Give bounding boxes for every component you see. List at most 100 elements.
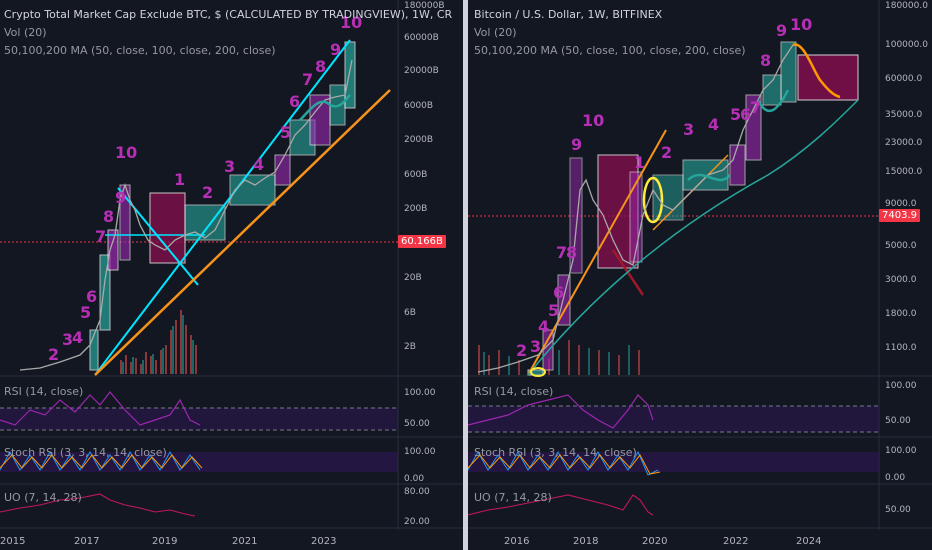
tick-label: 6B bbox=[404, 308, 416, 318]
ma-label: 50,100,200 MA (50, close, 100, close, 20… bbox=[474, 44, 746, 57]
chart-title: Crypto Total Market Cap Exclude BTC, $ (… bbox=[4, 8, 453, 21]
tick-label: 2016 bbox=[504, 536, 529, 547]
left-chart-pane[interactable]: 2 3 4 5 6 7 8 9 10 1 2 3 4 5 6 7 8 9 10 … bbox=[0, 0, 463, 550]
tick-label: 15000.0 bbox=[885, 167, 922, 177]
wave-label: 5 bbox=[730, 105, 741, 124]
wave-label: 10 bbox=[340, 13, 362, 32]
wave-label: 2 bbox=[661, 143, 672, 162]
wave-label: 7 bbox=[750, 98, 761, 117]
tick-label: 60000.0 bbox=[885, 74, 922, 84]
tick-label: 2024 bbox=[796, 536, 821, 547]
tick-label: 2015 bbox=[0, 536, 25, 547]
wave-label: 3 bbox=[62, 330, 73, 349]
wave-label: 9 bbox=[571, 135, 582, 154]
left-volume-bars bbox=[120, 310, 197, 374]
tick-label: 50.00 bbox=[404, 419, 430, 429]
tick-label: 180000.0 bbox=[885, 1, 928, 11]
tick-label: 100.00 bbox=[885, 446, 917, 456]
tick-label: 2017 bbox=[74, 536, 99, 547]
tick-label: 100.00 bbox=[404, 447, 436, 457]
left-price-line bbox=[19, 59, 353, 371]
uo-label: UO (7, 14, 28) bbox=[4, 491, 82, 504]
right-chart-pane[interactable]: 2 3 4 5 6 7 8 9 10 1 2 3 4 5 6 7 8 9 10 … bbox=[468, 0, 932, 550]
tick-label: 2023 bbox=[311, 536, 336, 547]
tick-label: 35000.0 bbox=[885, 110, 922, 120]
tick-label: 2020 bbox=[642, 536, 667, 547]
wave-label: 8 bbox=[103, 207, 114, 226]
tick-label: 50.00 bbox=[885, 416, 911, 426]
rsi-label: RSI (14, close) bbox=[4, 385, 84, 398]
uo-label: UO (7, 14, 28) bbox=[474, 491, 552, 504]
left-chart-svg: 2 3 4 5 6 7 8 9 10 1 2 3 4 5 6 7 8 9 10 … bbox=[0, 0, 463, 547]
tick-label: 600B bbox=[404, 170, 427, 180]
wave-label: 1 bbox=[634, 153, 645, 172]
tick-label: 1100.0 bbox=[885, 343, 917, 353]
wave-label: 1 bbox=[174, 170, 185, 189]
current-price-tag: 60.166B bbox=[398, 235, 446, 248]
tick-label: 2000B bbox=[404, 135, 433, 145]
tick-label: 2022 bbox=[723, 536, 748, 547]
wave-label: 6 bbox=[740, 105, 751, 124]
tick-label: 100000.0 bbox=[885, 40, 928, 50]
rsi-label: RSI (14, close) bbox=[474, 385, 554, 398]
current-price-tag: 7403.9 bbox=[879, 209, 920, 222]
tick-label: 2021 bbox=[232, 536, 257, 547]
tick-label: 2019 bbox=[152, 536, 177, 547]
tick-label: 1800.0 bbox=[885, 309, 917, 319]
tick-label: 60000B bbox=[404, 33, 439, 43]
tick-label: 200B bbox=[404, 204, 427, 214]
tick-label: 100.00 bbox=[885, 381, 917, 391]
wave-label: 10 bbox=[790, 15, 812, 34]
right-chart-svg: 2 3 4 5 6 7 8 9 10 1 2 3 4 5 6 7 8 9 10 … bbox=[468, 0, 932, 547]
wave-label: 10 bbox=[115, 143, 137, 162]
tick-label: 20.00 bbox=[404, 517, 430, 527]
wave-label: 8 bbox=[315, 57, 326, 76]
wave-label: 2 bbox=[202, 183, 213, 202]
wave-label: 5 bbox=[548, 301, 559, 320]
wave-label: 2 bbox=[516, 341, 527, 360]
tick-label: 100.00 bbox=[404, 388, 436, 398]
wave-label: 3 bbox=[224, 157, 235, 176]
wave-label: 7 bbox=[556, 243, 567, 262]
wave-label: 2 bbox=[48, 345, 59, 364]
wave-label: 6 bbox=[289, 92, 300, 111]
tick-label: 20000B bbox=[404, 66, 439, 76]
wave-label: 4 bbox=[72, 328, 83, 347]
left-y-axis: 180000B 60000B 20000B 6000B 2000B 600B 2… bbox=[404, 1, 445, 527]
tick-label: 80.00 bbox=[404, 487, 430, 497]
wave-label: 8 bbox=[566, 243, 577, 262]
wave-label: 9 bbox=[330, 40, 341, 59]
wave-label: 6 bbox=[553, 283, 564, 302]
tick-label: 9000.0 bbox=[885, 199, 917, 209]
wave-label: 4 bbox=[708, 115, 719, 134]
left-wave-boxes bbox=[89, 41, 356, 371]
tick-label: 5000.0 bbox=[885, 241, 917, 251]
ma-label: 50,100,200 MA (50, close, 100, close, 20… bbox=[4, 44, 276, 57]
wave-label: 5 bbox=[80, 303, 91, 322]
tick-label: 20B bbox=[404, 273, 422, 283]
tick-label: 3000.0 bbox=[885, 275, 917, 285]
tick-label: 180000B bbox=[404, 1, 445, 11]
wave-label: 9 bbox=[776, 21, 787, 40]
wave-label: 4 bbox=[538, 317, 549, 336]
chart-title: Bitcoin / U.S. Dollar, 1W, BITFINEX bbox=[474, 8, 663, 21]
wave-label: 7 bbox=[95, 227, 106, 246]
tick-label: 50.00 bbox=[885, 505, 911, 515]
wave-label: 5 bbox=[280, 123, 291, 142]
wave-label: 3 bbox=[530, 337, 541, 356]
stoch-label: Stoch RSI (3, 3, 14, 14, close) bbox=[474, 446, 637, 459]
wave-label: 3 bbox=[683, 120, 694, 139]
stoch-label: Stoch RSI (3, 3, 14, 14, close) bbox=[4, 446, 167, 459]
tick-label: 23000.0 bbox=[885, 138, 922, 148]
tick-label: 0.00 bbox=[404, 474, 424, 484]
vol-label: Vol (20) bbox=[4, 26, 47, 39]
pane-divider[interactable] bbox=[463, 0, 468, 550]
tick-label: 0.00 bbox=[885, 473, 905, 483]
wave-label: 4 bbox=[253, 155, 264, 174]
wave-label: 10 bbox=[582, 111, 604, 130]
tick-label: 2B bbox=[404, 342, 416, 352]
wave-label: 7 bbox=[302, 70, 313, 89]
wave-label: 6 bbox=[86, 287, 97, 306]
wave-label: 9 bbox=[115, 188, 126, 207]
left-x-axis: 2015 2017 2019 2021 2023 bbox=[0, 536, 336, 547]
